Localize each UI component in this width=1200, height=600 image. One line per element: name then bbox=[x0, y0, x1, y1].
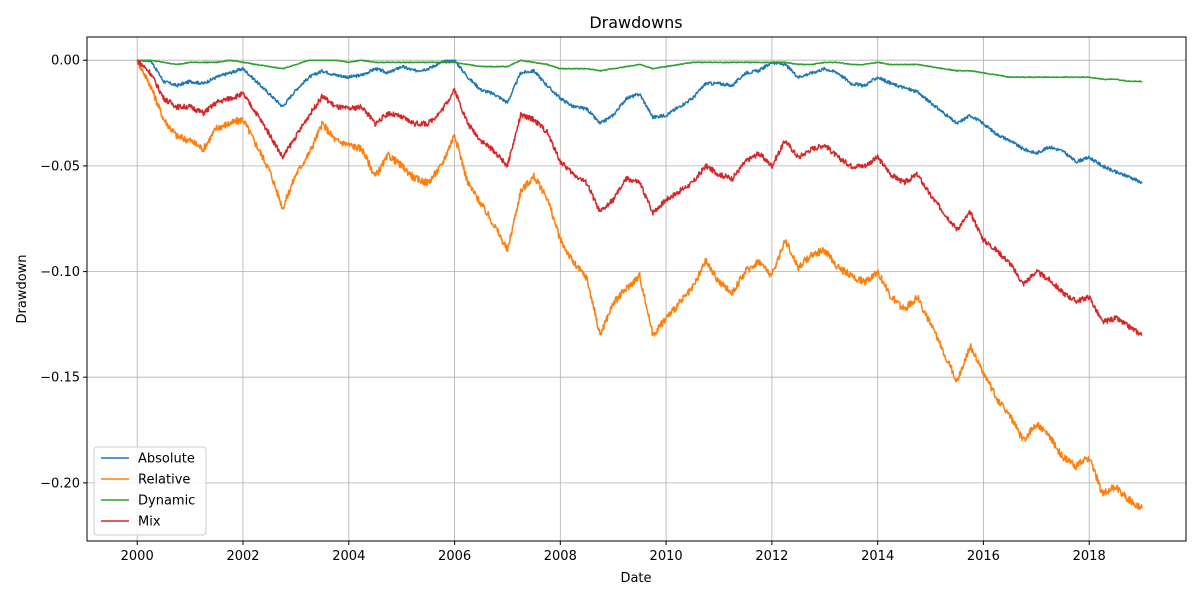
legend-label-absolute: Absolute bbox=[138, 452, 195, 467]
x-tick-label: 2000 bbox=[121, 549, 154, 564]
y-tick-label: 0.00 bbox=[51, 54, 80, 69]
plot-frame bbox=[86, 36, 1187, 542]
series-line-mix bbox=[137, 59, 1143, 336]
x-tick-label: 2012 bbox=[755, 549, 788, 564]
series-lines bbox=[136, 59, 1143, 511]
x-tick-label: 2018 bbox=[1073, 549, 1106, 564]
axis-ticks: 2000 2002 2004 2006 2008 2010 2012 2014 2016 2018… bbox=[40, 54, 1106, 564]
y-tick-label: −0.15 bbox=[40, 371, 80, 386]
chart-title: Drawdowns bbox=[589, 13, 682, 32]
x-tick-label: 2004 bbox=[332, 549, 365, 564]
x-tick-label: 2008 bbox=[544, 549, 577, 564]
y-axis-label: Drawdown bbox=[15, 254, 30, 323]
legend-label-mix: Mix bbox=[138, 515, 161, 530]
series-line-absolute bbox=[137, 59, 1143, 185]
x-tick-label: 2010 bbox=[650, 549, 683, 564]
y-tick-label: −0.05 bbox=[40, 159, 80, 174]
y-tick-label: −0.10 bbox=[40, 265, 80, 280]
legend-box bbox=[93, 446, 207, 536]
x-tick-label: 2006 bbox=[438, 549, 471, 564]
x-tick-label: 2002 bbox=[226, 549, 259, 564]
legend-label-dynamic: Dynamic bbox=[138, 494, 195, 509]
legend: Absolute Relative Dynamic Mix bbox=[93, 446, 207, 536]
x-tick-label: 2014 bbox=[861, 549, 894, 564]
y-tick-label: −0.20 bbox=[40, 476, 80, 491]
series-line-dynamic bbox=[136, 59, 1143, 83]
series-line-relative bbox=[136, 59, 1143, 511]
x-tick-label: 2016 bbox=[967, 549, 1000, 564]
x-axis-label: Date bbox=[620, 571, 651, 586]
legend-label-relative: Relative bbox=[138, 473, 190, 488]
grid-lines bbox=[87, 37, 1186, 541]
